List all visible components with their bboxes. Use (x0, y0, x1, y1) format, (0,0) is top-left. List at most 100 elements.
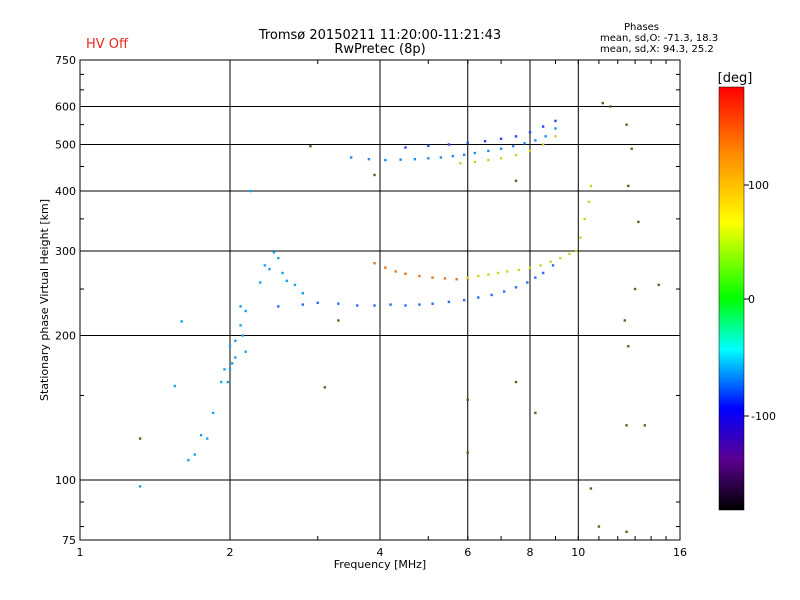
data-point (574, 249, 578, 253)
data-point (211, 411, 215, 415)
data-point (427, 157, 430, 160)
data-point (534, 411, 537, 415)
chart-subtitle: RwPretec (8p) (334, 42, 426, 57)
data-point (514, 154, 518, 157)
data-point (234, 356, 237, 359)
colorbar-tick-100: 100 (748, 179, 769, 192)
data-point (534, 276, 537, 279)
data-point (539, 264, 542, 267)
data-point (499, 137, 503, 140)
data-point (138, 485, 142, 488)
axis-ticks: 1 2 4 6 8 10 16 75 100 200 300 400 500 600 750 (55, 54, 687, 559)
data-point (502, 290, 506, 293)
chart-title: Tromsø 20150211 11:20:00-11:21:43 (258, 28, 502, 43)
data-point (337, 302, 340, 305)
data-point (549, 260, 552, 263)
data-point (404, 304, 407, 307)
data-point (263, 264, 267, 267)
data-point (244, 350, 247, 353)
data-point (534, 139, 537, 142)
data-point (523, 142, 526, 145)
data-point (514, 380, 518, 384)
data-point (499, 157, 503, 160)
data-point (554, 119, 557, 123)
data-point (219, 380, 223, 384)
x-tick-label: 6 (464, 546, 471, 559)
y-tick-label: 100 (55, 474, 76, 487)
data-point (609, 105, 612, 108)
data-point (637, 220, 640, 224)
data-point (349, 156, 353, 159)
data-point (447, 300, 451, 304)
x-tick-label: 1 (77, 546, 84, 559)
colorbar-tick-0: 0 (748, 293, 755, 306)
y-tick-label: 750 (55, 54, 76, 67)
data-point (394, 270, 397, 273)
data-point (473, 160, 477, 164)
data-point (316, 301, 319, 305)
data-point (277, 256, 280, 260)
data-point (630, 147, 633, 150)
x-tick-label: 4 (377, 546, 384, 559)
data-point (234, 339, 237, 343)
data-point (443, 277, 447, 280)
data-point (657, 283, 660, 287)
data-point (496, 271, 500, 275)
data-point (431, 276, 434, 279)
data-point (285, 279, 288, 283)
grid-lines (80, 60, 680, 540)
data-point (466, 451, 469, 454)
data-point (625, 530, 628, 534)
data-point (228, 368, 232, 371)
data-point (277, 305, 280, 308)
data-point (355, 304, 359, 307)
data-point (427, 144, 430, 147)
data-point (187, 458, 190, 462)
data-point (466, 398, 469, 401)
data-point (337, 319, 340, 322)
data-point (413, 158, 417, 161)
data-point (244, 309, 247, 313)
data-point (241, 334, 244, 337)
x-tick-label: 8 (527, 546, 534, 559)
data-point (499, 147, 503, 150)
data-point (554, 135, 557, 138)
data-point (528, 149, 532, 153)
data-point (431, 302, 434, 305)
data-point (597, 525, 601, 528)
data-point (239, 324, 242, 327)
phases-x-stats: mean, sd,X: 94.3, 25.2 (600, 44, 714, 55)
y-tick-label: 300 (55, 245, 76, 258)
data-point (259, 281, 262, 284)
data-point (293, 283, 297, 287)
data-point (459, 162, 462, 165)
data-point (418, 274, 421, 278)
y-axis-label: Stationary phase Virtual Height [km] (38, 199, 51, 401)
data-point (625, 424, 628, 427)
data-point (466, 141, 469, 145)
data-point (281, 271, 284, 275)
data-point (544, 135, 547, 138)
data-point (462, 298, 466, 302)
data-point (625, 123, 628, 126)
x-axis-label: Frequency [MHz] (334, 558, 426, 571)
y-tick-label: 200 (55, 330, 76, 343)
data-point (373, 173, 376, 177)
data-point (579, 236, 582, 239)
data-point (309, 144, 312, 148)
data-point (583, 217, 586, 221)
data-point (223, 368, 226, 371)
data-point (541, 143, 545, 146)
data-points (138, 101, 660, 534)
y-tick-label: 600 (55, 101, 76, 114)
data-point (451, 154, 455, 158)
colorbar-label: [deg] (718, 71, 753, 86)
colorbar (718, 86, 745, 511)
data-point (384, 158, 387, 162)
data-point (180, 320, 183, 323)
data-point (473, 151, 477, 155)
data-point (404, 272, 407, 275)
data-point (239, 305, 242, 308)
data-point (389, 303, 392, 306)
phases-heading: Phases (623, 22, 660, 33)
